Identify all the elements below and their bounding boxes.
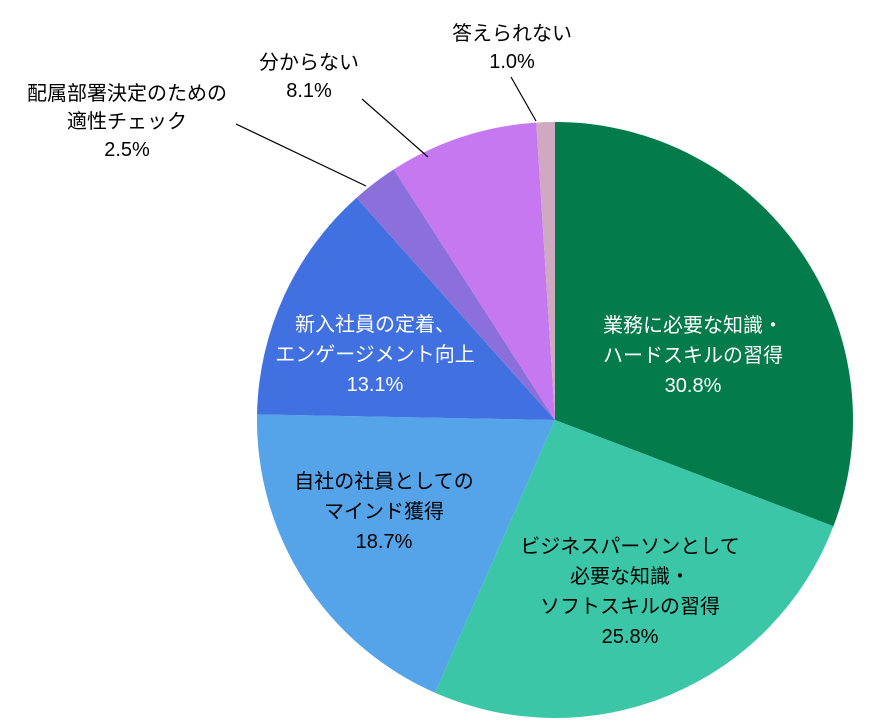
pie-slice-3 <box>257 197 555 420</box>
leader-line <box>235 123 367 187</box>
pie-slice-2 <box>256 414 555 693</box>
pie-slice-6 <box>536 122 555 420</box>
leader-line <box>361 98 429 158</box>
pie-slice-0 <box>555 122 853 527</box>
leader-line <box>510 76 537 122</box>
pie-slice-1 <box>434 420 834 718</box>
pie-slice-4 <box>356 169 555 420</box>
pie-slice-5 <box>393 122 555 420</box>
